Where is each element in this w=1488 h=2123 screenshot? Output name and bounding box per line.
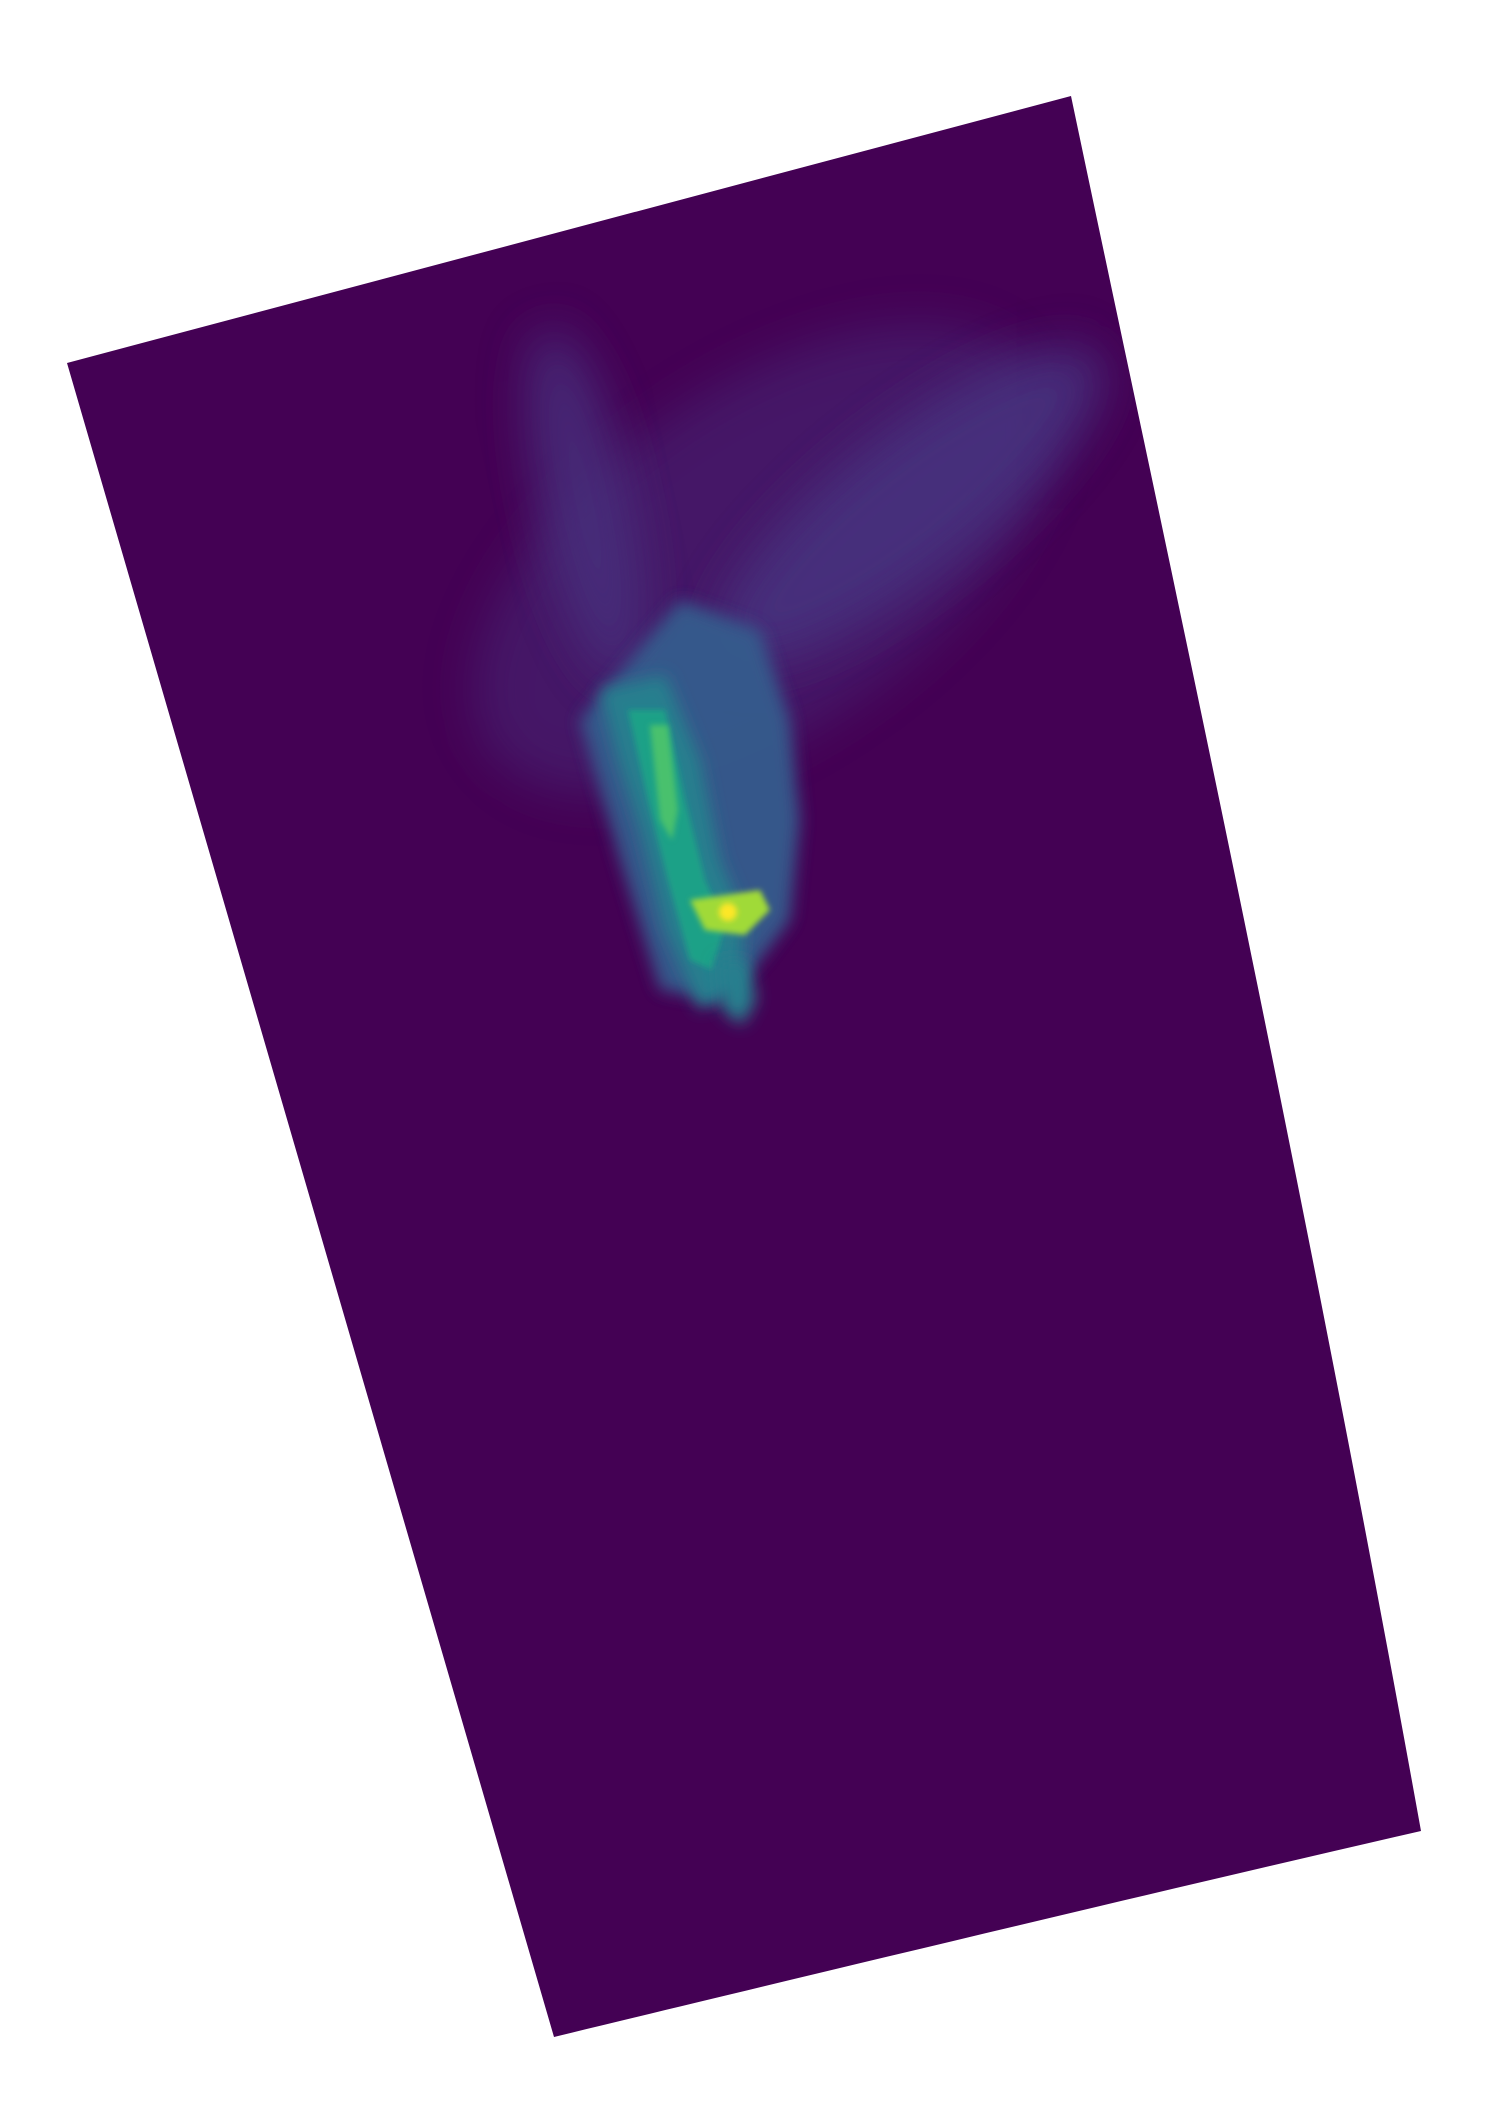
plume-tail-north [527, 328, 643, 682]
plume-peak [719, 903, 737, 921]
plume-core-bright [650, 725, 678, 840]
plume-tail-east [715, 346, 1105, 664]
plume-spur-south [718, 960, 756, 1025]
